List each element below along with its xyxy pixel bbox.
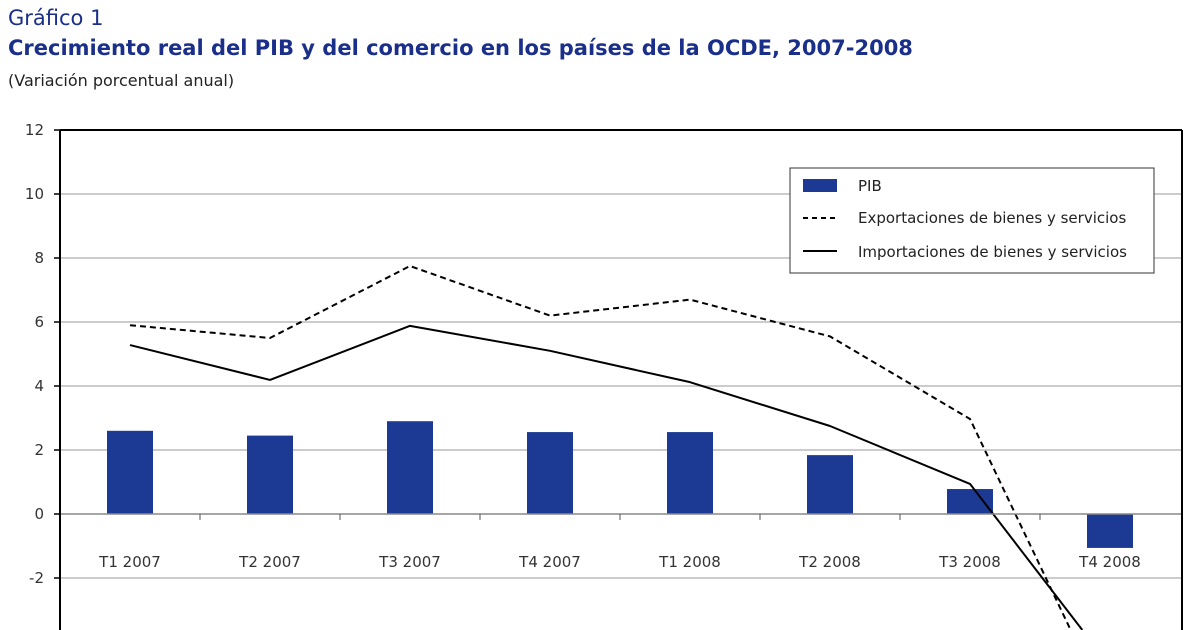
x-tick-label: T1 2007 <box>98 553 161 571</box>
chart-title: Crecimiento real del PIB y del comercio … <box>8 36 913 60</box>
legend-swatch-pib <box>803 179 837 192</box>
x-tick-label: T1 2008 <box>658 553 721 571</box>
bar-pib <box>107 430 153 514</box>
bar-pib <box>1087 514 1133 548</box>
x-tick-label: T2 2008 <box>798 553 861 571</box>
y-tick-label: 10 <box>25 185 44 203</box>
legend: PIB Exportaciones de bienes y servicios … <box>789 167 1155 274</box>
x-tick-label: T4 2008 <box>1078 553 1141 571</box>
y-tick-label: 2 <box>34 441 44 459</box>
y-tick-label: 0 <box>34 505 44 523</box>
x-tick-label: T2 2007 <box>238 553 301 571</box>
chart-subtitle: (Variación porcentual anual) <box>8 71 235 90</box>
y-tick-label: 6 <box>34 313 44 331</box>
bar-pib <box>527 432 573 514</box>
bar-pib <box>667 432 713 514</box>
x-tick-label: T3 2007 <box>378 553 441 571</box>
y-tick-label: 4 <box>34 377 44 395</box>
bar-pib <box>247 435 293 514</box>
x-tick-label: T3 2008 <box>938 553 1001 571</box>
x-tick-label: T4 2007 <box>518 553 581 571</box>
y-tick-label: 12 <box>25 121 44 139</box>
y-tick-label: 8 <box>34 249 44 267</box>
legend-label-imports: Importaciones de bienes y servicios <box>858 243 1127 261</box>
chart-label: Gráfico 1 <box>8 6 104 30</box>
bar-pib <box>387 421 433 514</box>
bar-pib <box>947 489 993 514</box>
legend-label-pib: PIB <box>858 177 882 195</box>
y-tick-label: -2 <box>29 569 44 587</box>
bar-pib <box>807 455 853 514</box>
legend-label-exports: Exportaciones de bienes y servicios <box>858 209 1126 227</box>
line-imports <box>129 324 1084 630</box>
